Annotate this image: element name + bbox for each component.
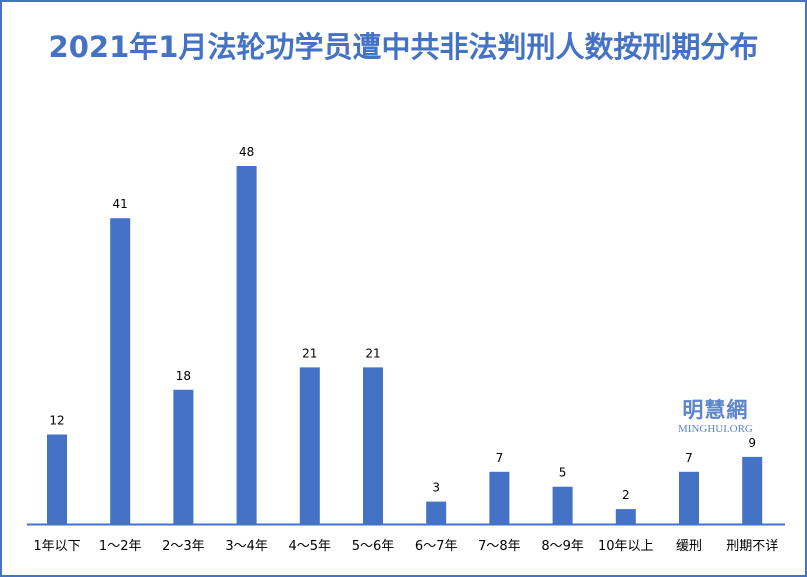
bar-5 <box>363 367 383 524</box>
x-tick-label-9: 10年以上 <box>598 539 654 554</box>
bar-2 <box>173 389 194 524</box>
x-tick-label-10: 缓刑 <box>676 539 702 554</box>
bar-11 <box>742 456 763 524</box>
data-label-4: 21 <box>302 346 317 360</box>
bar-1 <box>110 218 131 525</box>
x-tick-label-5: 5～6年 <box>352 539 395 554</box>
data-label-8: 5 <box>559 466 567 480</box>
data-label-0: 12 <box>49 414 64 428</box>
x-tick-label-11: 刑期不详 <box>726 539 778 554</box>
watermark-english: MINGHUI.ORG <box>678 423 753 435</box>
x-tick-label-4: 4～5年 <box>289 539 332 554</box>
chart-title: 2021年1月法轮功学员遭中共非法判刑人数按刑期分布 <box>48 30 759 64</box>
data-label-11: 9 <box>748 436 756 450</box>
bar-0 <box>47 434 67 524</box>
data-label-5: 21 <box>365 346 380 360</box>
x-tick-label-3: 3～4年 <box>225 539 268 554</box>
bar-9 <box>615 509 636 524</box>
x-tick-label-7: 7～8年 <box>478 539 521 554</box>
x-tick-label-2: 2～3年 <box>162 539 205 554</box>
data-label-9: 2 <box>622 488 630 502</box>
x-tick-label-8: 8～9年 <box>541 539 584 554</box>
watermark-chinese: 明慧網 <box>682 397 749 422</box>
minghui-logo-watermark: 明慧網 MINGHUI.ORG <box>678 394 753 435</box>
x-tick-label-6: 6～7年 <box>415 539 458 554</box>
data-label-10: 7 <box>685 451 693 465</box>
data-label-3: 48 <box>239 145 254 159</box>
data-label-7: 7 <box>496 451 504 465</box>
x-tick-label-1: 1～2年 <box>99 539 142 554</box>
data-label-1: 41 <box>113 197 128 211</box>
data-label-6: 3 <box>432 481 440 495</box>
x-tick-label-0: 1年以下 <box>33 539 80 554</box>
data-label-2: 18 <box>176 369 191 383</box>
bar-4 <box>299 367 320 524</box>
bar-8 <box>552 486 573 524</box>
bar-3 <box>236 166 257 524</box>
bar-10 <box>679 471 699 524</box>
bar-7 <box>489 471 510 524</box>
bar-6 <box>426 501 447 524</box>
